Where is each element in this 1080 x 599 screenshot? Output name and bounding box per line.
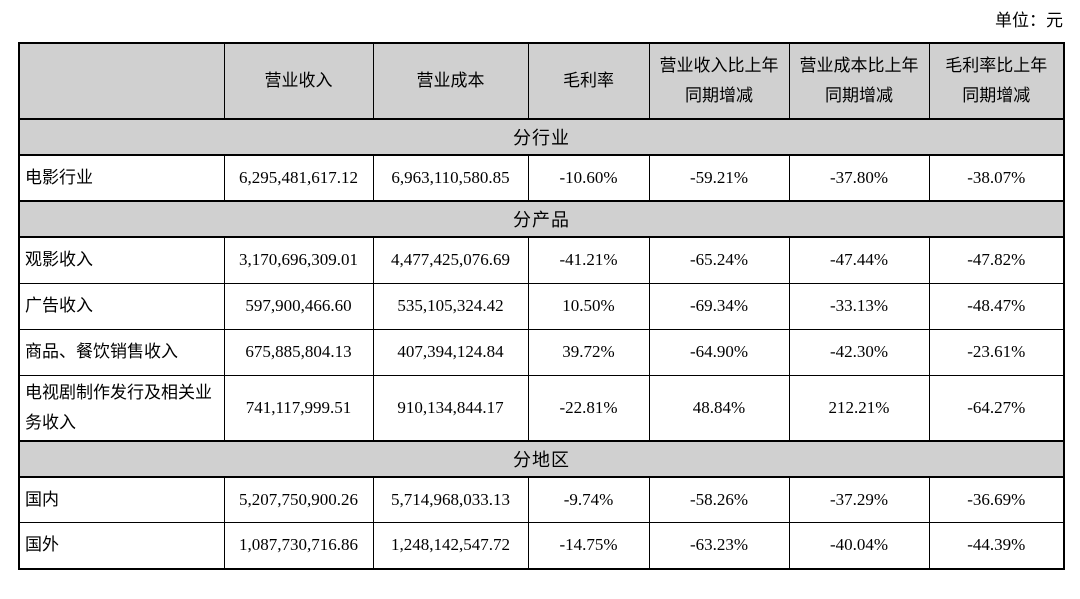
value-cell: 48.84% (648, 374, 790, 441)
data-row: 电视剧制作发行及相关业务收入 741,117,999.51 910,134,844.… (18, 374, 1065, 441)
data-row: 观影收入 3,170,696,309.01 4,477,425,076.69 -41.… (18, 236, 1065, 284)
value-cell: 1,087,730,716.86 (223, 522, 374, 569)
value-cell: -9.74% (527, 476, 650, 523)
column-header: 营业收入比上年同期增减 (648, 42, 790, 120)
financial-table: 营业收入 营业成本 毛利率 营业收入比上年同期增减 营业成本比上年同期增减 毛利率比上年同… (18, 42, 1065, 570)
value-cell: -44.39% (928, 522, 1065, 569)
value-cell: -63.23% (648, 522, 790, 569)
column-header: 营业成本 (372, 42, 529, 120)
value-cell: -69.34% (648, 282, 790, 330)
row-label: 广告收入 (18, 282, 225, 330)
value-cell: -47.44% (788, 236, 930, 284)
section-row: 分地区 (18, 439, 1065, 478)
value-cell: -38.07% (928, 154, 1065, 202)
section-row: 分产品 (18, 200, 1065, 238)
value-cell: -59.21% (648, 154, 790, 202)
value-cell: -37.80% (788, 154, 930, 202)
value-cell: 6,963,110,580.85 (372, 154, 529, 202)
value-cell: -41.21% (527, 236, 650, 284)
value-cell: 3,170,696,309.01 (223, 236, 374, 284)
table-header-row: 营业收入 营业成本 毛利率 营业收入比上年同期增减 营业成本比上年同期增减 毛利率比上年同… (18, 42, 1065, 120)
data-row: 广告收入 597,900,466.60 535,105,324.42 10.50% -6… (18, 282, 1065, 330)
value-cell: -10.60% (527, 154, 650, 202)
value-cell: 5,714,968,033.13 (372, 476, 529, 523)
column-header: 营业成本比上年同期增减 (788, 42, 930, 120)
value-cell: -47.82% (928, 236, 1065, 284)
value-cell: 535,105,324.42 (372, 282, 529, 330)
row-label: 电视剧制作发行及相关业务收入 (18, 374, 225, 441)
value-cell: 1,248,142,547.72 (372, 522, 529, 569)
value-cell: 597,900,466.60 (223, 282, 374, 330)
row-label: 国外 (18, 522, 225, 569)
value-cell: -36.69% (928, 476, 1065, 523)
row-label: 观影收入 (18, 236, 225, 284)
value-cell: 910,134,844.17 (372, 374, 529, 441)
value-cell: -33.13% (788, 282, 930, 330)
section-label: 分行业 (18, 118, 1065, 156)
corner-header-cell (18, 42, 225, 120)
value-cell: -22.81% (527, 374, 650, 441)
value-cell: 4,477,425,076.69 (372, 236, 529, 284)
table-header: 营业收入 营业成本 毛利率 营业收入比上年同期增减 营业成本比上年同期增减 毛利率比上年同… (18, 42, 1065, 120)
value-cell: -64.90% (648, 328, 790, 376)
value-cell: -37.29% (788, 476, 930, 523)
value-cell: 407,394,124.84 (372, 328, 529, 376)
value-cell: -40.04% (788, 522, 930, 569)
section-label: 分地区 (18, 439, 1065, 478)
value-cell: 6,295,481,617.12 (223, 154, 374, 202)
table-body: 分行业 电影行业 6,295,481,617.12 6,963,110,580.85-… (18, 118, 1065, 569)
value-cell: 39.72% (527, 328, 650, 376)
row-label: 国内 (18, 476, 225, 523)
section-label: 分产品 (18, 200, 1065, 238)
section-row: 分行业 (18, 118, 1065, 156)
value-cell: -14.75% (527, 522, 650, 569)
column-header: 营业收入 (223, 42, 374, 120)
value-cell: -42.30% (788, 328, 930, 376)
value-cell: -48.47% (928, 282, 1065, 330)
column-header: 毛利率 (527, 42, 650, 120)
data-row: 国外 1,087,730,716.86 1,248,142,547.72 -14.75… (18, 522, 1065, 569)
value-cell: -58.26% (648, 476, 790, 523)
value-cell: 212.21% (788, 374, 930, 441)
value-cell: 10.50% (527, 282, 650, 330)
value-cell: -64.27% (928, 374, 1065, 441)
data-row: 电影行业 6,295,481,617.12 6,963,110,580.85 -10.… (18, 154, 1065, 202)
unit-label: 单位：元 (995, 11, 1063, 30)
data-row: 商品、餐饮销售收入 675,885,804.13 407,394,124.84 39.… (18, 328, 1065, 376)
row-label: 商品、餐饮销售收入 (18, 328, 225, 376)
column-header: 毛利率比上年同期增减 (928, 42, 1065, 120)
value-cell: 5,207,750,900.26 (223, 476, 374, 523)
value-cell: 675,885,804.13 (223, 328, 374, 376)
row-label: 电影行业 (18, 154, 225, 202)
value-cell: -65.24% (648, 236, 790, 284)
value-cell: 741,117,999.51 (223, 374, 374, 441)
value-cell: -23.61% (928, 328, 1065, 376)
data-row: 国内 5,207,750,900.26 5,714,968,033.13 -9.74%… (18, 476, 1065, 523)
